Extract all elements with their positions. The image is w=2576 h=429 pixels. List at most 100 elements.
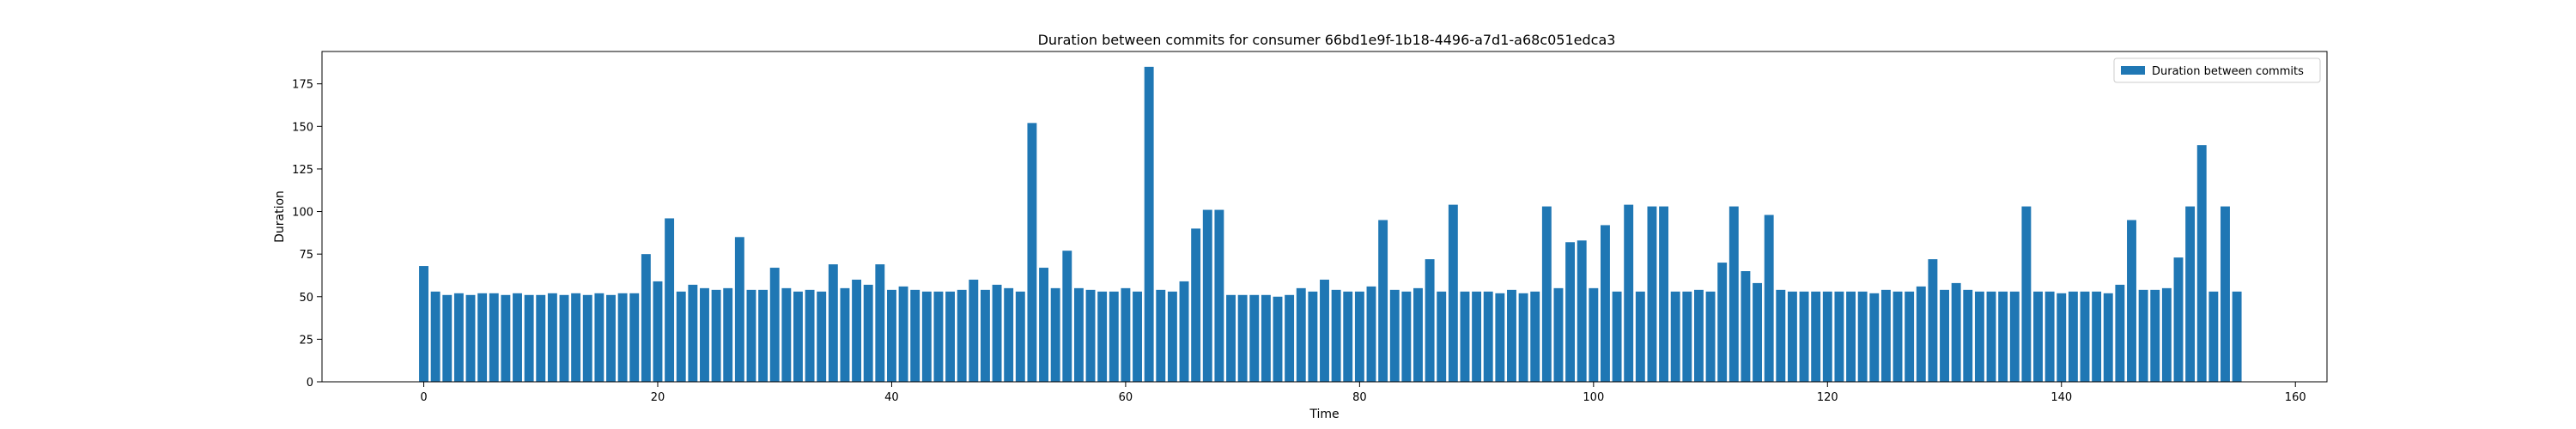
bar bbox=[1728, 206, 1739, 382]
bar bbox=[1986, 291, 1996, 382]
y-tick-label: 50 bbox=[299, 292, 313, 305]
bar bbox=[1483, 291, 1493, 382]
bar bbox=[1015, 291, 1025, 382]
bar bbox=[898, 286, 908, 382]
bar-series bbox=[419, 66, 2242, 383]
bar bbox=[1085, 289, 1096, 382]
bar bbox=[1285, 294, 1295, 382]
bar bbox=[477, 293, 488, 382]
bar bbox=[559, 294, 569, 382]
bar bbox=[1589, 287, 1599, 382]
bar bbox=[1940, 289, 1949, 382]
bar bbox=[1226, 294, 1236, 382]
x-tick-label: 160 bbox=[2285, 391, 2306, 404]
bar bbox=[1577, 240, 1587, 382]
bar bbox=[1249, 294, 1260, 382]
legend-box bbox=[2113, 57, 2321, 83]
bar bbox=[442, 294, 453, 382]
bar bbox=[2173, 257, 2184, 382]
bar bbox=[2021, 206, 2032, 382]
bar bbox=[1717, 263, 1728, 382]
bar bbox=[2044, 291, 2055, 382]
x-tick-label: 140 bbox=[2050, 391, 2072, 404]
bar bbox=[2068, 291, 2078, 382]
bar bbox=[1565, 242, 1576, 382]
bar bbox=[840, 287, 850, 382]
bar bbox=[2127, 220, 2136, 382]
bar bbox=[1296, 287, 1306, 382]
bar bbox=[863, 284, 873, 382]
bar bbox=[1811, 291, 1821, 382]
x-tick-label: 100 bbox=[1583, 391, 1604, 404]
bar bbox=[606, 294, 616, 382]
bar bbox=[1073, 287, 1084, 382]
plot-frame bbox=[321, 51, 2328, 383]
bar bbox=[957, 289, 967, 382]
y-tick-label: 75 bbox=[299, 249, 313, 262]
bar bbox=[1822, 291, 1832, 382]
bar bbox=[688, 284, 698, 382]
bar bbox=[2196, 145, 2207, 382]
x-axis-title: Time bbox=[1309, 408, 1339, 421]
bar bbox=[2009, 291, 2020, 382]
bar bbox=[969, 279, 979, 382]
bar bbox=[1425, 259, 1435, 382]
bar bbox=[1273, 296, 1283, 382]
bar bbox=[1998, 291, 2008, 382]
bar bbox=[1004, 287, 1014, 382]
bar bbox=[1448, 204, 1458, 382]
bar bbox=[1670, 291, 1680, 382]
bar bbox=[1413, 287, 1423, 382]
bar bbox=[723, 287, 733, 382]
bar bbox=[1518, 293, 1528, 382]
bar bbox=[1121, 287, 1131, 382]
bar bbox=[1553, 287, 1564, 382]
bar bbox=[617, 293, 628, 382]
bar bbox=[828, 264, 838, 382]
bar bbox=[1682, 291, 1692, 382]
bar bbox=[1705, 291, 1716, 382]
bar bbox=[430, 291, 440, 382]
bar bbox=[594, 293, 605, 382]
bar bbox=[1741, 271, 1751, 382]
bar bbox=[2150, 289, 2160, 382]
bar bbox=[676, 291, 686, 382]
bar bbox=[1659, 206, 1669, 382]
bar bbox=[1495, 293, 1505, 382]
legend-swatch bbox=[2121, 66, 2145, 75]
bar bbox=[1507, 289, 1516, 382]
bar bbox=[2103, 293, 2113, 382]
bar bbox=[980, 289, 990, 382]
x-tick-label: 20 bbox=[651, 391, 665, 404]
bar bbox=[1647, 206, 1657, 382]
bar bbox=[1331, 289, 1341, 382]
bar bbox=[665, 218, 675, 382]
bar bbox=[1320, 279, 1329, 382]
bar bbox=[793, 291, 803, 382]
y-tick-label: 25 bbox=[299, 334, 313, 347]
bar bbox=[1097, 291, 1108, 382]
y-tick-label: 175 bbox=[292, 79, 313, 92]
x-tick-label: 60 bbox=[1119, 391, 1133, 404]
bar bbox=[1857, 291, 1868, 382]
bar bbox=[489, 293, 499, 382]
bar bbox=[769, 268, 780, 382]
bar bbox=[887, 289, 896, 382]
bar bbox=[1237, 294, 1248, 382]
bar bbox=[746, 289, 756, 382]
bar bbox=[2221, 206, 2230, 382]
bar bbox=[1191, 228, 1201, 382]
bar bbox=[1541, 206, 1552, 382]
bar bbox=[1109, 291, 1119, 382]
bar bbox=[1133, 291, 1142, 382]
bar bbox=[1050, 287, 1060, 382]
y-tick-label: 125 bbox=[292, 164, 313, 177]
bar bbox=[2033, 291, 2043, 382]
bar bbox=[781, 287, 792, 382]
bar bbox=[805, 289, 815, 382]
bar bbox=[1062, 251, 1072, 382]
bar bbox=[945, 291, 956, 382]
bar bbox=[2080, 291, 2090, 382]
bar bbox=[1343, 291, 1353, 382]
